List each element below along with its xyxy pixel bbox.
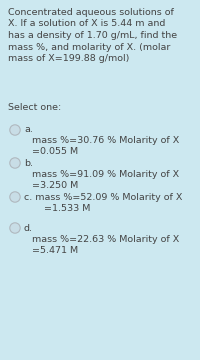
Text: mass %=30.76 % Molarity of X: mass %=30.76 % Molarity of X <box>32 136 179 145</box>
Text: X. If a solution of X is 5.44 m and: X. If a solution of X is 5.44 m and <box>8 19 165 28</box>
Text: c. mass %=52.09 % Molarity of X: c. mass %=52.09 % Molarity of X <box>24 193 182 202</box>
Text: d.: d. <box>24 224 33 233</box>
Text: b.: b. <box>24 159 33 168</box>
Text: Concentrated aqueous solutions of: Concentrated aqueous solutions of <box>8 8 174 17</box>
Text: mass %=22.63 % Molarity of X: mass %=22.63 % Molarity of X <box>32 235 179 244</box>
Circle shape <box>10 158 20 168</box>
Text: =0.055 M: =0.055 M <box>32 147 78 156</box>
Text: Select one:: Select one: <box>8 103 61 112</box>
Text: has a density of 1.70 g/mL, find the: has a density of 1.70 g/mL, find the <box>8 31 177 40</box>
Circle shape <box>10 223 20 233</box>
Text: mass %, and molarity of X. (molar: mass %, and molarity of X. (molar <box>8 42 170 51</box>
Text: =3.250 M: =3.250 M <box>32 181 78 190</box>
Text: =1.533 M: =1.533 M <box>44 204 90 213</box>
Text: mass of X=199.88 g/mol): mass of X=199.88 g/mol) <box>8 54 129 63</box>
Text: =5.471 M: =5.471 M <box>32 246 78 255</box>
Text: mass %=91.09 % Molarity of X: mass %=91.09 % Molarity of X <box>32 170 179 179</box>
Text: a.: a. <box>24 125 33 134</box>
Circle shape <box>10 125 20 135</box>
Circle shape <box>10 192 20 202</box>
